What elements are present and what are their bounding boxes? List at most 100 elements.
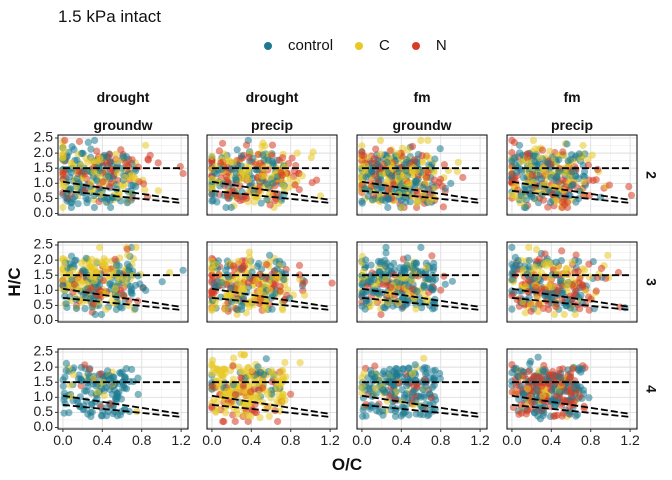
- point-control: [575, 257, 583, 266]
- point-control: [387, 172, 395, 180]
- point-control: [269, 179, 277, 187]
- point-C: [263, 390, 271, 398]
- point-C: [221, 369, 229, 377]
- panel-border: [206, 134, 338, 216]
- point-control: [102, 198, 110, 206]
- point-N: [411, 156, 419, 164]
- point-control: [378, 196, 386, 204]
- point-C: [405, 180, 413, 188]
- point-C: [548, 283, 556, 291]
- point-control: [508, 243, 516, 251]
- point-N: [513, 296, 521, 304]
- point-C: [418, 158, 427, 167]
- point-control: [118, 368, 126, 376]
- point-C: [69, 371, 77, 379]
- point-control: [127, 289, 135, 297]
- point-control: [393, 289, 402, 297]
- point-N: [440, 161, 448, 169]
- point-control: [369, 196, 377, 204]
- point-C: [422, 263, 430, 271]
- point-C: [111, 285, 119, 293]
- point-N: [439, 203, 447, 211]
- point-control: [359, 412, 367, 420]
- point-N: [371, 362, 379, 370]
- panel-2-0: [57, 134, 189, 216]
- x-tick-label: 0.0: [53, 432, 73, 448]
- point-N: [328, 279, 336, 287]
- point-C: [550, 310, 559, 318]
- point-control: [405, 364, 413, 372]
- point-control: [430, 259, 438, 267]
- point-C: [393, 150, 401, 158]
- point-C: [59, 203, 67, 212]
- point-control: [231, 174, 239, 182]
- point-control: [368, 167, 376, 176]
- point-C: [524, 385, 532, 393]
- point-control: [523, 270, 531, 278]
- y-tick-label: 1.0: [34, 174, 54, 190]
- point-N: [134, 163, 142, 171]
- point-C: [238, 368, 246, 376]
- point-C: [309, 148, 317, 156]
- point-N: [424, 169, 432, 177]
- point-C: [229, 158, 237, 166]
- point-control: [134, 390, 142, 398]
- point-C: [212, 260, 220, 269]
- point-C: [562, 264, 571, 273]
- point-N: [313, 176, 321, 184]
- facet-label-col-1-line1: drought: [246, 89, 299, 105]
- point-C: [221, 305, 229, 313]
- point-control: [62, 300, 70, 308]
- point-control: [381, 256, 389, 264]
- point-control: [534, 353, 542, 361]
- point-C: [525, 243, 533, 251]
- point-N: [508, 149, 516, 157]
- point-N: [567, 390, 575, 398]
- x-tick-label: 0.4: [242, 432, 262, 448]
- point-control: [210, 168, 219, 176]
- point-C: [539, 392, 547, 400]
- point-N: [536, 255, 544, 263]
- point-C: [563, 283, 571, 291]
- point-control: [525, 256, 533, 265]
- x-tick-label: 0.0: [202, 432, 222, 448]
- point-C: [240, 351, 248, 359]
- point-N: [99, 178, 107, 186]
- point-control: [429, 367, 437, 375]
- point-C: [247, 297, 256, 305]
- point-control: [514, 373, 522, 381]
- x-tick-label: 1.2: [320, 432, 340, 448]
- x-tick-label: 1.2: [470, 432, 490, 448]
- point-control: [62, 366, 70, 375]
- point-control: [213, 198, 221, 206]
- facet-label-col-1-line2: precip: [251, 117, 293, 133]
- point-control: [384, 266, 392, 274]
- panel-border: [57, 241, 189, 323]
- legend-swatch-n: [411, 41, 420, 50]
- point-C: [384, 290, 392, 298]
- point-control: [421, 364, 429, 372]
- point-N: [103, 159, 111, 168]
- point-control: [88, 408, 96, 416]
- point-C: [141, 186, 149, 194]
- point-N: [238, 264, 247, 272]
- y-axis-title: H/C: [5, 267, 24, 296]
- point-N: [428, 252, 436, 260]
- point-N: [231, 391, 240, 399]
- point-C: [100, 391, 108, 399]
- point-N: [117, 146, 125, 154]
- point-control: [512, 364, 520, 372]
- point-control: [91, 310, 99, 319]
- point-control: [566, 156, 575, 164]
- point-control: [362, 256, 370, 264]
- point-N: [508, 388, 516, 396]
- legend-item-c: C: [355, 37, 390, 54]
- point-N: [579, 281, 587, 289]
- point-C: [222, 155, 230, 163]
- point-control: [374, 257, 383, 265]
- panel-border: [506, 134, 638, 216]
- y-tick-label: 2.0: [34, 144, 54, 160]
- point-N: [532, 284, 540, 292]
- point-C: [579, 141, 587, 150]
- point-N: [239, 382, 247, 390]
